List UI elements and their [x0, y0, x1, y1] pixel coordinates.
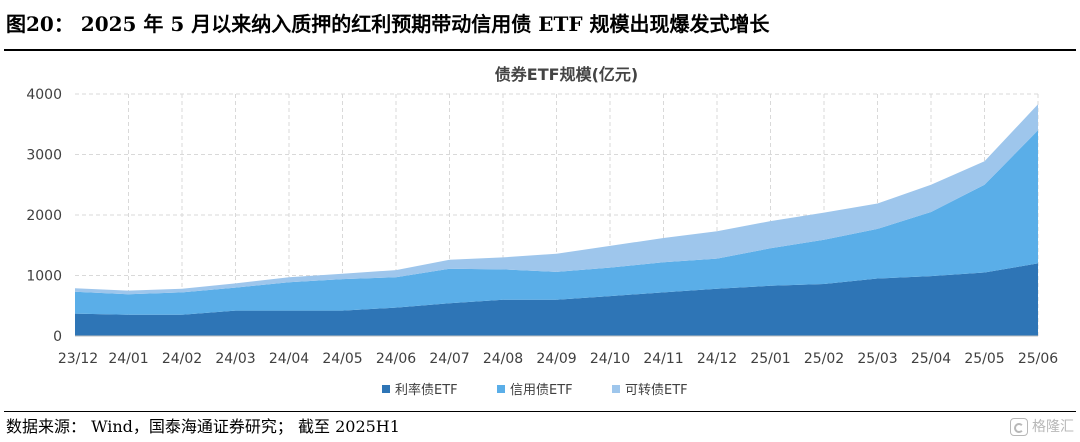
series-area-2: [75, 130, 1038, 315]
x-tick-label: 24/03: [215, 351, 255, 367]
x-tick-label: 24/09: [536, 351, 576, 367]
x-tick-label: 24/04: [269, 351, 309, 367]
chart-title: 债券ETF规模(亿元): [495, 65, 638, 84]
legend-swatch-2: [497, 385, 505, 393]
x-tick-label: 24/01: [108, 351, 148, 367]
x-tick-label: 24/11: [643, 351, 683, 367]
caption-rule: [4, 49, 1076, 51]
x-tick-label: 24/08: [483, 351, 523, 367]
x-tick-label: 24/05: [322, 351, 362, 367]
x-tick-label: 25/03: [857, 351, 897, 367]
x-tick-label: 25/04: [911, 351, 951, 367]
x-tick-label: 24/02: [162, 351, 202, 367]
legend-swatch-1: [382, 385, 390, 393]
watermark-text: 格隆汇: [1032, 419, 1074, 435]
figure-caption: 图20： 2025 年 5 月以来纳入质押的红利预期带动信用债 ETF 规模出现…: [6, 12, 770, 36]
x-tick-label: 24/10: [590, 351, 630, 367]
x-tick-label: 25/06: [1018, 351, 1058, 367]
y-tick-label: 1000: [26, 269, 62, 285]
y-tick-label: 4000: [26, 87, 62, 103]
y-tick-label: 3000: [26, 148, 62, 164]
source-note: 数据来源： Wind，国泰海通证券研究； 截至 2025H1: [6, 417, 400, 436]
x-tick-label: 24/06: [376, 351, 416, 367]
legend-swatch-3: [612, 385, 620, 393]
x-tick-label: 24/07: [429, 351, 469, 367]
y-tick-label: 0: [53, 329, 62, 345]
watermark: 格隆汇: [1010, 416, 1074, 438]
source-rule: [4, 411, 1076, 412]
series-area-3: [75, 104, 1038, 295]
legend-label-2: 信用债ETF: [510, 383, 573, 398]
legend-label-3: 可转债ETF: [625, 383, 688, 398]
x-tick-label: 25/01: [750, 351, 790, 367]
x-tick-label: 25/05: [964, 351, 1004, 367]
watermark-logo-icon: [1010, 418, 1028, 436]
x-tick-label: 25/02: [804, 351, 844, 367]
x-tick-label: 23/12: [58, 351, 98, 367]
y-tick-label: 2000: [26, 208, 62, 224]
x-tick-label: 24/12: [697, 351, 737, 367]
legend-label-1: 利率债ETF: [395, 382, 458, 398]
